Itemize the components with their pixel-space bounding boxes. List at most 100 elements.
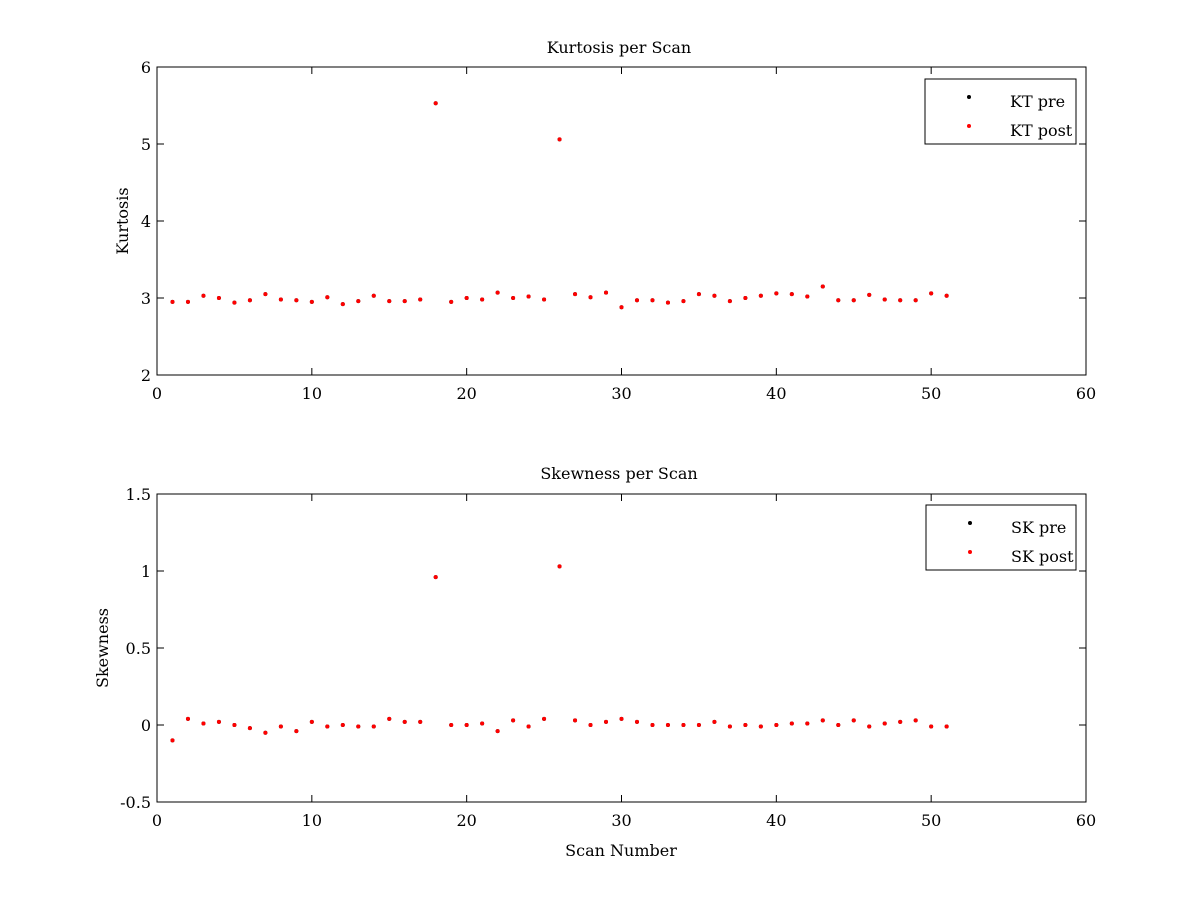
- skewness-point-sk-post: [913, 718, 918, 723]
- y-tick-label: 0.5: [126, 639, 151, 658]
- kurtosis-point-kt-post: [619, 305, 624, 310]
- kurtosis-point-kt-post: [387, 299, 392, 304]
- skewness-chart-title: Skewness per Scan: [540, 464, 697, 483]
- x-tick-label: 40: [766, 811, 786, 830]
- kurtosis-point-kt-post: [805, 294, 810, 299]
- skewness-point-sk-post: [573, 718, 578, 723]
- kurtosis-point-kt-post: [588, 295, 593, 300]
- kurtosis-ticks: 0 10 20 30 40 50 60 2 3 4 5 6: [141, 58, 1096, 403]
- legend-marker-kt-pre: [967, 95, 971, 99]
- kurtosis-legend-box: [924, 78, 1077, 145]
- kurtosis-point-kt-post: [170, 299, 175, 304]
- kurtosis-point-kt-post: [836, 298, 841, 303]
- kurtosis-point-kt-post: [696, 292, 701, 297]
- kurtosis-point-kt-post: [542, 297, 547, 302]
- skewness-point-sk-post: [340, 723, 345, 727]
- x-tick-label: 60: [1076, 811, 1096, 830]
- legend-marker-sk-post: [968, 550, 972, 554]
- kurtosis-point-kt-post: [913, 298, 918, 303]
- skewness-point-sk-post: [619, 716, 624, 721]
- skewness-points: [170, 564, 949, 743]
- skewness-point-sk-post: [356, 724, 361, 729]
- y-tick-label: 1.5: [126, 485, 151, 504]
- kurtosis-point-kt-post: [665, 300, 670, 305]
- skewness-point-sk-post: [665, 723, 670, 727]
- x-tick-label: 0: [152, 811, 162, 830]
- skewness-point-sk-post: [170, 738, 175, 743]
- kurtosis-point-kt-post: [774, 291, 779, 296]
- kurtosis-point-kt-post: [325, 295, 330, 300]
- x-tick-label: 40: [766, 384, 786, 403]
- skewness-point-sk-post: [371, 724, 376, 729]
- kurtosis-point-kt-post: [526, 294, 531, 299]
- legend-label-kt-post: KT post: [1010, 121, 1073, 140]
- y-tick-label: 5: [141, 135, 151, 154]
- kurtosis-point-kt-post: [882, 297, 887, 302]
- kurtosis-point-kt-post: [820, 284, 825, 289]
- skewness-point-sk-post: [805, 721, 810, 726]
- x-tick-label: 50: [921, 811, 941, 830]
- y-tick-label: 3: [141, 289, 151, 308]
- skewness-point-sk-post: [418, 719, 423, 724]
- skewness-legend: SK pre SK post: [925, 504, 1077, 571]
- skewness-point-sk-post: [681, 723, 686, 727]
- legend-label-kt-pre: KT pre: [1010, 92, 1065, 111]
- kurtosis-point-kt-post: [944, 293, 949, 298]
- skewness-point-sk-post: [588, 723, 593, 727]
- skewness-point-sk-post: [402, 719, 407, 724]
- legend-marker-sk-pre: [968, 521, 972, 525]
- y-tick-label: 2: [141, 366, 151, 385]
- kurtosis-point-kt-post: [898, 298, 903, 303]
- x-tick-label: 30: [611, 384, 631, 403]
- y-tick-label: 4: [141, 212, 151, 231]
- skewness-ticks: 0 10 20 30 40 50 60-0.500.511.5: [120, 485, 1096, 830]
- kurtosis-point-kt-post: [216, 296, 221, 300]
- kurtosis-point-kt-post: [650, 298, 655, 303]
- kurtosis-point-kt-post: [232, 300, 237, 305]
- x-tick-label: 10: [302, 811, 322, 830]
- kurtosis-point-kt-post: [758, 293, 763, 298]
- kurtosis-point-kt-post: [309, 299, 314, 304]
- kurtosis-y-axis-label: Kurtosis: [113, 187, 132, 254]
- skewness-point-sk-post: [263, 730, 268, 735]
- skewness-legend-box: [925, 504, 1077, 571]
- y-tick-label: 6: [141, 58, 151, 77]
- skewness-point-sk-post: [867, 724, 872, 729]
- skewness-x-axis-label: Scan Number: [565, 841, 677, 860]
- kurtosis-point-kt-post: [604, 290, 609, 295]
- kurtosis-point-kt-post: [449, 299, 454, 304]
- kurtosis-subplot: Kurtosis per Scan 0 10 20 30 40 50 60 2 3 4 5 6 Kur…: [113, 38, 1096, 403]
- kurtosis-point-kt-post: [201, 293, 206, 298]
- kurtosis-point-kt-post: [464, 296, 469, 300]
- y-tick-label: -0.5: [120, 793, 151, 812]
- skewness-point-sk-post: [727, 724, 732, 729]
- kurtosis-point-kt-post: [681, 299, 686, 304]
- kurtosis-legend: KT pre KT post: [924, 78, 1077, 145]
- kurtosis-chart-title: Kurtosis per Scan: [547, 38, 691, 57]
- kurtosis-point-kt-post: [371, 293, 376, 298]
- kurtosis-point-kt-post: [340, 302, 345, 307]
- skewness-point-sk-post: [464, 723, 469, 727]
- skewness-point-sk-post: [449, 723, 454, 727]
- legend-label-sk-post: SK post: [1011, 547, 1074, 566]
- kurtosis-point-kt-post: [573, 292, 578, 297]
- skewness-point-sk-post: [820, 718, 825, 723]
- skewness-point-sk-post: [185, 716, 190, 721]
- skewness-point-sk-post: [387, 716, 392, 721]
- kurtosis-point-kt-post: [294, 298, 299, 303]
- kurtosis-point-kt-post: [495, 290, 500, 295]
- kurtosis-point-kt-post: [867, 292, 872, 297]
- skewness-point-sk-post: [557, 564, 562, 569]
- skewness-point-sk-post: [294, 729, 299, 734]
- skewness-point-sk-post: [882, 721, 887, 726]
- skewness-point-sk-post: [604, 719, 609, 724]
- skewness-point-sk-post: [634, 719, 639, 724]
- skewness-point-sk-post: [898, 719, 903, 724]
- skewness-point-sk-post: [495, 729, 500, 734]
- skewness-point-sk-post: [929, 724, 934, 729]
- kurtosis-point-kt-post: [851, 298, 856, 303]
- skewness-y-axis-label: Skewness: [93, 608, 112, 688]
- x-tick-label: 0: [152, 384, 162, 403]
- y-tick-label: 1: [141, 562, 151, 581]
